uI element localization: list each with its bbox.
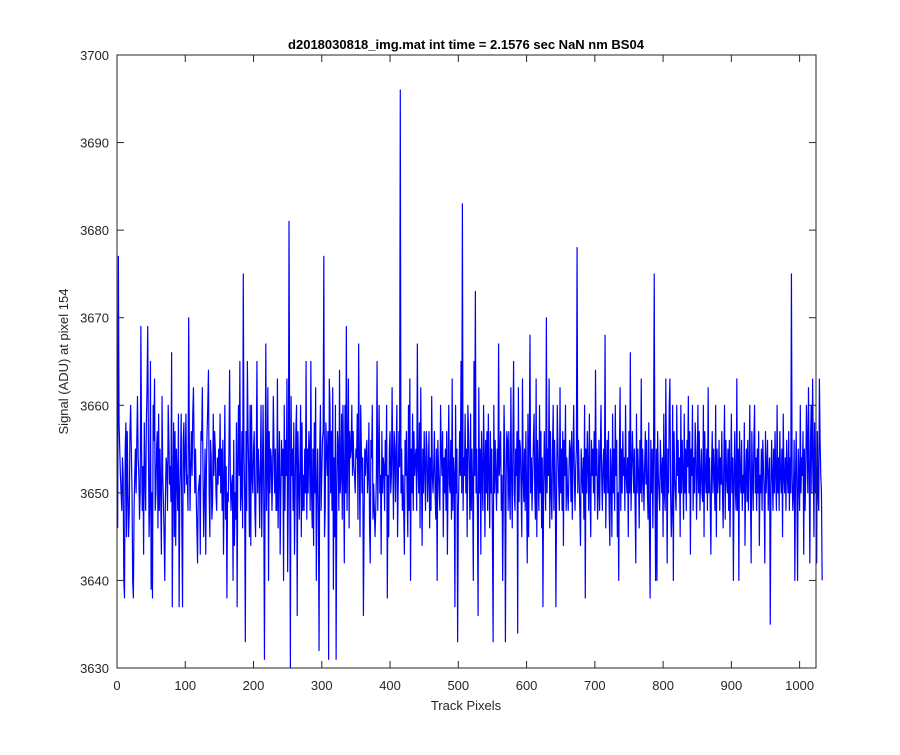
y-tick-label: 3680 — [80, 223, 109, 238]
y-tick-label: 3690 — [80, 136, 109, 151]
plot-area-background — [117, 55, 816, 668]
x-tick-label: 400 — [379, 678, 401, 693]
y-tick-label: 3660 — [80, 398, 109, 413]
x-tick-label: 300 — [311, 678, 333, 693]
x-tick-label: 0 — [113, 678, 120, 693]
y-tick-label: 3670 — [80, 311, 109, 326]
axes-box — [116, 54, 817, 669]
x-tick-label: 200 — [243, 678, 265, 693]
x-tick-label: 1000 — [785, 678, 814, 693]
y-axis-ticks: 3630 3640 3650 3660 3670 3680 3690 3700 — [80, 48, 816, 676]
x-tick-label: 900 — [721, 678, 743, 693]
y-tick-label: 3700 — [80, 48, 109, 63]
chart-title: d2018030818_img.mat int time = 2.1576 se… — [288, 37, 645, 52]
x-tick-label: 500 — [447, 678, 469, 693]
x-axis-label: Track Pixels — [431, 698, 502, 713]
y-tick-label: 3630 — [80, 661, 109, 676]
y-tick-label: 3650 — [80, 486, 109, 501]
x-tick-label: 800 — [652, 678, 674, 693]
x-tick-label: 700 — [584, 678, 606, 693]
x-tick-label: 600 — [516, 678, 538, 693]
y-axis-label: Signal (ADU) at pixel 154 — [56, 289, 71, 435]
series-line-1 — [117, 89, 823, 669]
x-tick-label: 100 — [174, 678, 196, 693]
data-layer — [117, 89, 823, 669]
y-tick-label: 3640 — [80, 573, 109, 588]
x-axis-ticks: 0 100 200 300 400 500 600 700 800 900 1000 — [113, 55, 814, 693]
